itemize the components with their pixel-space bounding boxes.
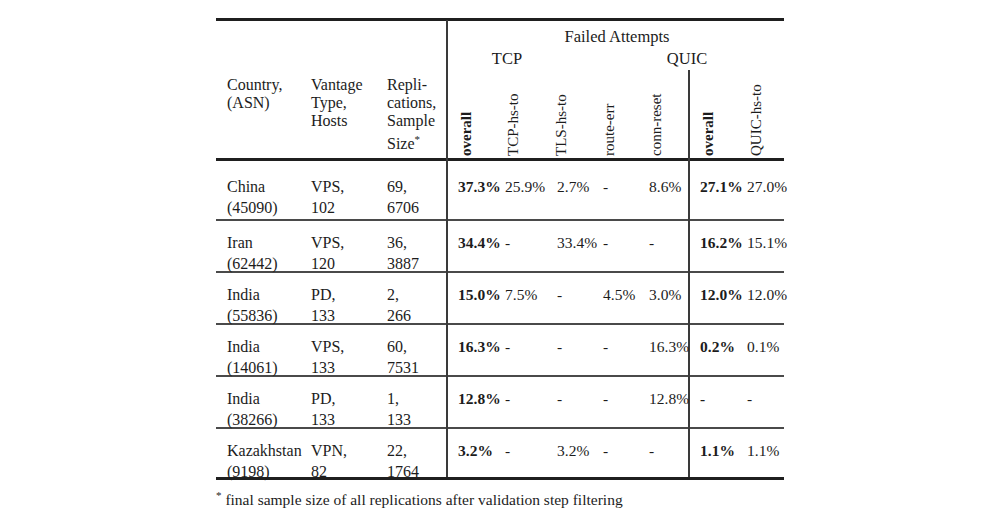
table-top-rule — [216, 18, 784, 21]
tcp-overall-value: 16.3% — [458, 336, 501, 357]
replications-cell: 60, 7531 — [387, 336, 419, 378]
header-separator-rule — [216, 158, 784, 161]
replications-cell: 69, 6706 — [387, 176, 419, 218]
conn-reset-value: - — [649, 232, 654, 253]
column-header-tcp-overall: overall — [458, 112, 474, 156]
replications-column-header: Repli- cations, Sample Size* — [387, 76, 436, 153]
conn-reset-value: - — [649, 440, 654, 461]
column-header-tcp-hs-to: TCP-hs-to — [505, 93, 521, 156]
quic-hs-to-value: 27.0% — [747, 176, 787, 197]
vertical-rule-tcp-group — [446, 20, 448, 477]
route-err-value: - — [603, 388, 608, 409]
column-header-conn-reset: conn-reset — [648, 94, 664, 156]
tcp-overall-value: 15.0% — [458, 284, 501, 305]
quic-hs-to-value: 0.1% — [747, 336, 779, 357]
tcp-group-header: TCP — [492, 49, 522, 69]
country-cell: China (45090) — [227, 176, 278, 218]
quic-hs-to-value: 15.1% — [747, 232, 787, 253]
country-cell: India (55836) — [227, 284, 278, 326]
conn-reset-value: 8.6% — [649, 176, 681, 197]
tcp-hs-to-value: 7.5% — [505, 284, 537, 305]
row-separator — [216, 323, 784, 325]
tls-hs-to-value: - — [557, 336, 562, 357]
footnote-marker-superscript: * — [415, 133, 421, 145]
country-cell: India (38266) — [227, 388, 278, 430]
replications-cell: 36, 3887 — [387, 232, 419, 274]
replications-cell: 22, 1764 — [387, 440, 419, 482]
quic-hs-to-value: - — [747, 388, 752, 409]
tcp-hs-to-value: - — [505, 336, 510, 357]
column-header-tls-hs-to: TLS-hs-to — [553, 94, 569, 156]
quic-group-header: QUIC — [667, 49, 707, 69]
column-header-quic-overall: overall — [700, 112, 716, 156]
row-separator — [216, 375, 784, 377]
vantage-column-header: Vantage Type, Hosts — [311, 76, 363, 130]
route-err-value: - — [603, 176, 608, 197]
vantage-cell: VPN, 82 — [311, 440, 347, 482]
vertical-rule-quic-group — [688, 70, 690, 477]
route-err-value: - — [603, 336, 608, 357]
replications-header-lines: Repli- cations, Sample — [387, 76, 436, 129]
country-column-header: Country, (ASN) — [227, 76, 282, 112]
replications-cell: 2, 266 — [387, 284, 411, 326]
route-err-value: - — [603, 440, 608, 461]
row-separator — [216, 427, 784, 429]
quic-hs-to-value: 12.0% — [747, 284, 787, 305]
conn-reset-value: 12.8% — [649, 388, 689, 409]
conn-reset-value: 16.3% — [649, 336, 689, 357]
column-header-route-err: route-err — [601, 104, 617, 156]
tls-hs-to-value: 33.4% — [557, 232, 597, 253]
tcp-hs-to-value: - — [505, 232, 510, 253]
tls-hs-to-value: - — [557, 284, 562, 305]
tcp-hs-to-value: - — [505, 388, 510, 409]
failed-attempts-header: Failed Attempts — [565, 27, 670, 47]
tls-hs-to-value: - — [557, 388, 562, 409]
vantage-cell: PD, 133 — [311, 284, 335, 326]
vantage-cell: PD, 133 — [311, 388, 335, 430]
tcp-hs-to-value: 25.9% — [505, 176, 545, 197]
route-err-value: - — [603, 232, 608, 253]
quic-overall-value: 1.1% — [700, 440, 735, 461]
footnote-text: final sample size of all replications af… — [222, 491, 623, 508]
vantage-cell: VPS, 102 — [311, 176, 344, 218]
quic-overall-value: 27.1% — [700, 176, 743, 197]
country-cell: Kazakhstan (9198) — [227, 440, 302, 482]
table-footnote: * final sample size of all replications … — [216, 489, 623, 509]
country-cell: Iran (62442) — [227, 232, 278, 274]
quic-hs-to-value: 1.1% — [747, 440, 779, 461]
page: { "colors": { "text": "#1c1c1c", "rule_h… — [0, 0, 1000, 515]
tcp-overall-value: 34.4% — [458, 232, 501, 253]
tcp-overall-value: 12.8% — [458, 388, 501, 409]
tls-hs-to-value: 3.2% — [557, 440, 589, 461]
country-cell: India (14061) — [227, 336, 278, 378]
conn-reset-value: 3.0% — [649, 284, 681, 305]
quic-overall-value: - — [700, 388, 705, 409]
quic-overall-value: 16.2% — [700, 232, 743, 253]
route-err-value: 4.5% — [603, 284, 635, 305]
row-separator — [216, 219, 784, 221]
row-separator — [216, 271, 784, 273]
tcp-hs-to-value: - — [505, 440, 510, 461]
vantage-cell: VPS, 133 — [311, 336, 344, 378]
quic-overall-value: 0.2% — [700, 336, 735, 357]
tls-hs-to-value: 2.7% — [557, 176, 589, 197]
replications-header-last-line: Size* — [387, 135, 420, 152]
quic-overall-value: 12.0% — [700, 284, 743, 305]
replications-cell: 1, 133 — [387, 388, 411, 430]
vantage-cell: VPS, 120 — [311, 232, 344, 274]
column-header-quic-hs-to: QUIC-hs-to — [748, 84, 764, 156]
tcp-overall-value: 37.3% — [458, 176, 501, 197]
tcp-overall-value: 3.2% — [458, 440, 493, 461]
